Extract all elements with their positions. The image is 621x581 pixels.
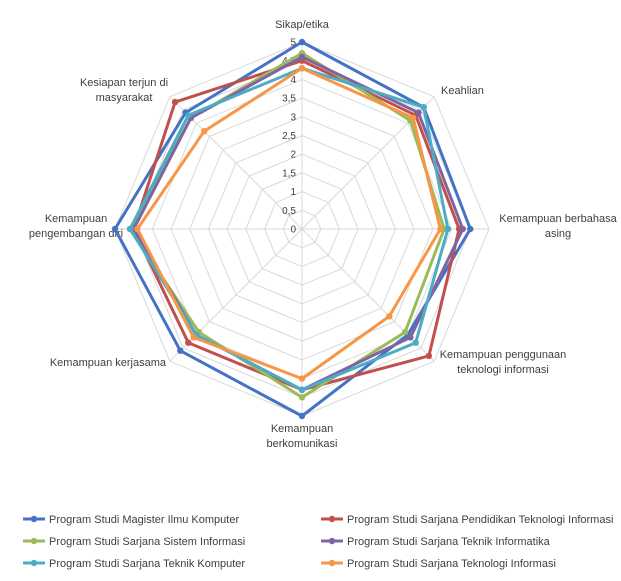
data-point: [386, 313, 393, 320]
data-point: [126, 225, 134, 233]
legend-label: Program Studi Sarjana Teknologi Informas…: [347, 558, 556, 570]
legend-label: Program Studi Sarjana Pendidikan Teknolo…: [347, 514, 613, 526]
data-point: [444, 225, 452, 233]
data-point: [298, 38, 306, 46]
legend-item: Program Studi Magister Ilmu Komputer: [23, 514, 239, 526]
legend-swatch-marker: [328, 515, 336, 523]
data-point: [134, 225, 141, 233]
data-point: [185, 112, 192, 119]
legend-swatch-marker: [30, 559, 38, 567]
data-point: [401, 328, 409, 336]
tick-label: 2: [290, 150, 296, 161]
data-point: [420, 104, 427, 111]
data-point: [467, 225, 474, 233]
axis-label: Keahlian: [441, 85, 484, 97]
data-point: [190, 334, 197, 341]
data-point: [298, 65, 306, 72]
data-point: [185, 339, 192, 346]
data-point: [409, 114, 417, 122]
tick-label: 3,5: [282, 94, 296, 105]
tick-label: 1,5: [282, 168, 296, 179]
axis-label: Sikap/etika: [275, 19, 330, 31]
legend-label: Program Studi Sarjana Teknik Komputer: [49, 558, 245, 570]
tick-label: 0: [290, 225, 296, 236]
data-series: [111, 38, 474, 420]
series-6: [134, 65, 444, 382]
legend-item: Program Studi Sarjana Teknik Informatika: [321, 536, 551, 548]
data-point: [298, 394, 306, 401]
data-point: [437, 225, 444, 233]
tick-label: 0,5: [282, 206, 296, 217]
data-point: [412, 339, 419, 346]
data-point: [298, 53, 306, 61]
axis-label: Kemampuan kerjasama: [50, 357, 167, 369]
legend-item: Program Studi Sarjana Pendidikan Teknolo…: [321, 514, 613, 526]
tick-label: 2,5: [282, 131, 296, 142]
legend-label: Program Studi Magister Ilmu Komputer: [49, 514, 239, 526]
axis-labels: Sikap/etika Keahlian Kemampuan berbahasa as…: [29, 19, 618, 450]
legend-swatch-marker: [328, 537, 336, 545]
data-point: [298, 412, 306, 420]
data-point: [201, 128, 208, 135]
legend-swatch-marker: [328, 559, 336, 567]
legend: Program Studi Magister Ilmu Komputer Prog…: [23, 514, 613, 570]
axis-label: Kemampuan penggunaan teknologi informasi: [440, 349, 567, 376]
legend-swatch-marker: [30, 537, 38, 545]
data-point: [171, 98, 179, 106]
data-point: [111, 225, 119, 233]
legend-item: Program Studi Sarjana Teknik Komputer: [23, 558, 245, 570]
axis-label: Kesiapan terjun di masyarakat: [80, 77, 168, 104]
legend-swatch-marker: [30, 515, 38, 523]
data-point: [425, 352, 433, 360]
data-point: [298, 386, 306, 393]
tick-label: 5: [290, 38, 296, 49]
axis-label: Kemampuan pengembangan diri: [29, 213, 123, 240]
tick-label: 3: [290, 112, 296, 123]
tick-label: 1: [290, 187, 296, 198]
data-point: [415, 109, 422, 116]
legend-item: Program Studi Sarjana Sistem Informasi: [23, 536, 245, 548]
axis-label: Kemampuan berbahasa asing: [499, 213, 617, 240]
data-point: [177, 347, 184, 354]
legend-label: Program Studi Sarjana Teknik Informatika: [347, 536, 551, 548]
legend-item: Program Studi Sarjana Teknologi Informas…: [321, 558, 556, 570]
data-point: [407, 334, 414, 341]
data-point: [298, 375, 306, 382]
legend-label: Program Studi Sarjana Sistem Informasi: [49, 536, 245, 548]
tick-label: 4: [290, 75, 296, 86]
data-point: [459, 225, 466, 233]
radar-spokes: [115, 42, 489, 416]
axis-label: Kemampuan berkomunikasi: [267, 423, 338, 450]
